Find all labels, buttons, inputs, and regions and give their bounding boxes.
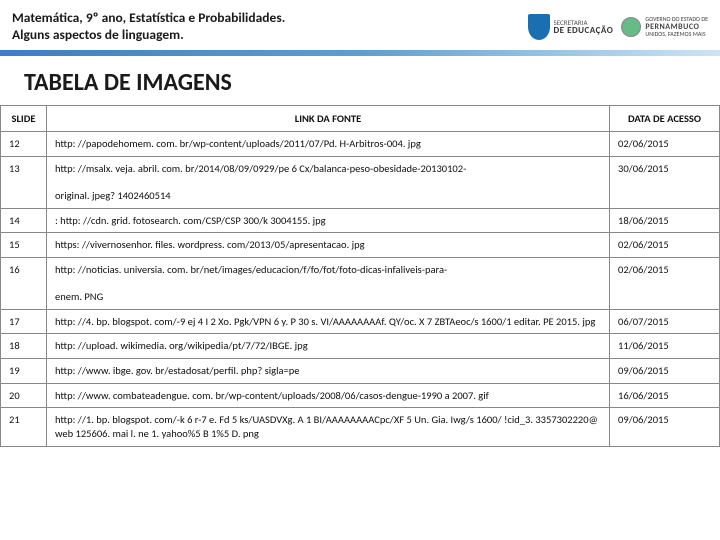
table-row: 17http: //4. bp. blogspot. com/-9 ej 4 I…: [1, 309, 720, 334]
cell-date: 09/06/2015: [610, 408, 720, 446]
logo-pe-tag: UNIDOS, FAZEMOS MAIS: [645, 31, 708, 38]
header-underline: [0, 50, 720, 56]
header-line2: Alguns aspectos de linguagem.: [12, 27, 528, 44]
table-row: 21http: //1. bp. blogspot. com/-k 6 r-7 …: [1, 408, 720, 446]
cell-date: 11/06/2015: [610, 334, 720, 359]
cell-slide: 12: [1, 132, 47, 157]
cell-link: http: //upload. wikimedia. org/wikipedia…: [47, 334, 610, 359]
th-date: DATA DE ACESSO: [610, 106, 720, 132]
cell-link: https: //vivernosenhor. files. wordpress…: [47, 233, 610, 258]
page-title: TABELA DE IMAGENS: [0, 64, 720, 105]
logo-sec-text: SECRETARIA DE EDUCAÇÃO: [554, 19, 614, 35]
cell-slide: 19: [1, 359, 47, 384]
cell-slide: 18: [1, 334, 47, 359]
logo-pernambuco: GOVERNO DO ESTADO DE PERNAMBUCO UNIDOS, …: [621, 16, 708, 38]
th-link: LINK DA FONTE: [47, 106, 610, 132]
table-row: 16http: //noticias. universia. com. br/n…: [1, 257, 720, 309]
table-row: 13http: //msalx. veja. abril. com. br/20…: [1, 156, 720, 208]
cell-date: 30/06/2015: [610, 156, 720, 208]
cell-slide: 17: [1, 309, 47, 334]
images-table: SLIDE LINK DA FONTE DATA DE ACESSO 12htt…: [0, 105, 720, 447]
cell-date: 06/07/2015: [610, 309, 720, 334]
cell-date: 02/06/2015: [610, 233, 720, 258]
cell-link: : http: //cdn. grid. fotosearch. com/CSP…: [47, 208, 610, 233]
table-header-row: SLIDE LINK DA FONTE DATA DE ACESSO: [1, 106, 720, 132]
header-line1: Matemática, 9º ano, Estatística e Probab…: [12, 10, 528, 27]
table-row: 12http: //papodehomem. com. br/wp-conten…: [1, 132, 720, 157]
table-row: 14: http: //cdn. grid. fotosearch. com/C…: [1, 208, 720, 233]
header-bar: Matemática, 9º ano, Estatística e Probab…: [0, 0, 720, 50]
logo-sec-big: DE EDUCAÇÃO: [554, 26, 614, 35]
logo-secretaria: SECRETARIA DE EDUCAÇÃO: [528, 14, 614, 40]
cell-slide: 20: [1, 383, 47, 408]
logo-pe-text: GOVERNO DO ESTADO DE PERNAMBUCO UNIDOS, …: [645, 16, 708, 38]
cell-link: http: //noticias. universia. com. br/net…: [47, 257, 610, 309]
table-row: 18http: //upload. wikimedia. org/wikiped…: [1, 334, 720, 359]
cell-slide: 13: [1, 156, 47, 208]
cell-link: http: //msalx. veja. abril. com. br/2014…: [47, 156, 610, 208]
cell-slide: 14: [1, 208, 47, 233]
emblem-icon: [621, 17, 641, 37]
shield-icon: [528, 14, 550, 40]
cell-link: http: //papodehomem. com. br/wp-content/…: [47, 132, 610, 157]
cell-date: 16/06/2015: [610, 383, 720, 408]
cell-link: http: //www. combateadengue. com. br/wp-…: [47, 383, 610, 408]
cell-date: 18/06/2015: [610, 208, 720, 233]
th-slide: SLIDE: [1, 106, 47, 132]
cell-slide: 21: [1, 408, 47, 446]
cell-date: 02/06/2015: [610, 132, 720, 157]
cell-link: http: //1. bp. blogspot. com/-k 6 r-7 e.…: [47, 408, 610, 446]
cell-date: 02/06/2015: [610, 257, 720, 309]
cell-link: http: //4. bp. blogspot. com/-9 ej 4 I 2…: [47, 309, 610, 334]
cell-slide: 16: [1, 257, 47, 309]
header-text: Matemática, 9º ano, Estatística e Probab…: [12, 10, 528, 44]
table-row: 15https: //vivernosenhor. files. wordpre…: [1, 233, 720, 258]
header-logos: SECRETARIA DE EDUCAÇÃO GOVERNO DO ESTADO…: [528, 14, 709, 40]
table-row: 20http: //www. combateadengue. com. br/w…: [1, 383, 720, 408]
cell-link: http: //www. ibge. gov. br/estadosat/per…: [47, 359, 610, 384]
cell-slide: 15: [1, 233, 47, 258]
table-row: 19http: //www. ibge. gov. br/estadosat/p…: [1, 359, 720, 384]
cell-date: 09/06/2015: [610, 359, 720, 384]
